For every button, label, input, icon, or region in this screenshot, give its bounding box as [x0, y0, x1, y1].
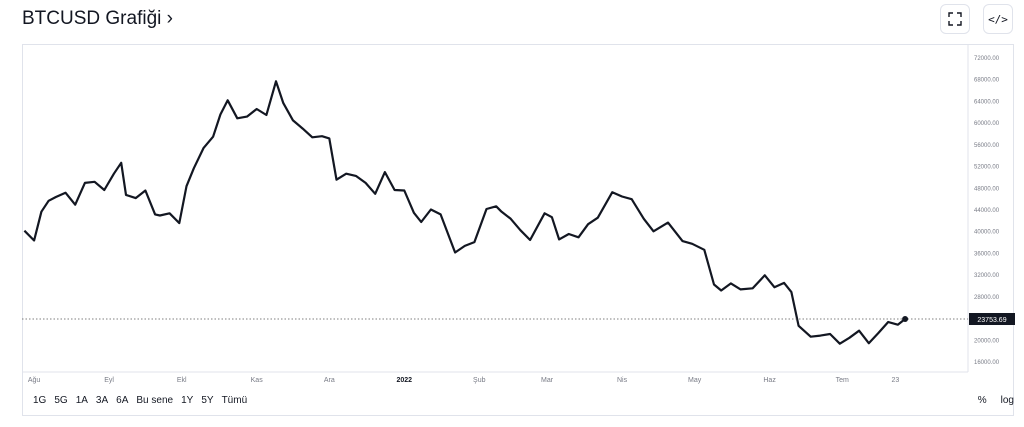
scale-selector: % log	[978, 395, 1014, 406]
embed-button[interactable]: </>	[983, 4, 1013, 34]
range-button[interactable]: 5G	[54, 395, 68, 406]
range-button[interactable]: Tümü	[221, 395, 248, 406]
range-button[interactable]: Bu sene	[136, 395, 174, 406]
page-title[interactable]: BTCUSD Grafiği ›	[22, 8, 173, 29]
range-button[interactable]: 1G	[33, 395, 47, 406]
range-button[interactable]: 5Y	[201, 395, 214, 406]
code-icon: </>	[988, 12, 1008, 26]
fullscreen-icon	[948, 12, 962, 26]
range-button[interactable]: 3A	[95, 395, 109, 406]
range-button[interactable]: 6A	[116, 395, 129, 406]
percent-scale-button[interactable]: %	[977, 395, 987, 406]
chart-container[interactable]	[22, 44, 1014, 416]
fullscreen-button[interactable]	[940, 4, 970, 34]
log-scale-button[interactable]: log	[1000, 395, 1014, 406]
range-button[interactable]: 1Y	[181, 395, 194, 406]
range-button[interactable]: 1A	[75, 395, 88, 406]
range-selector: 1G 5G 1A 3A 6A Bu sene 1Y 5Y Tümü	[33, 395, 247, 406]
